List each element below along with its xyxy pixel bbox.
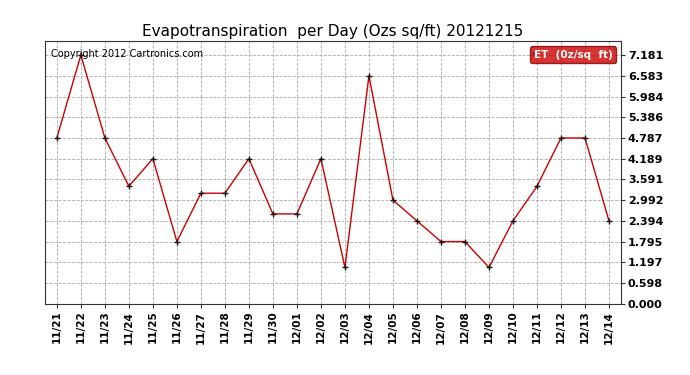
Legend: ET  (0z/sq  ft): ET (0z/sq ft): [530, 46, 615, 63]
Text: Copyright 2012 Cartronics.com: Copyright 2012 Cartronics.com: [50, 49, 203, 59]
Title: Evapotranspiration  per Day (Ozs sq/ft) 20121215: Evapotranspiration per Day (Ozs sq/ft) 2…: [142, 24, 524, 39]
